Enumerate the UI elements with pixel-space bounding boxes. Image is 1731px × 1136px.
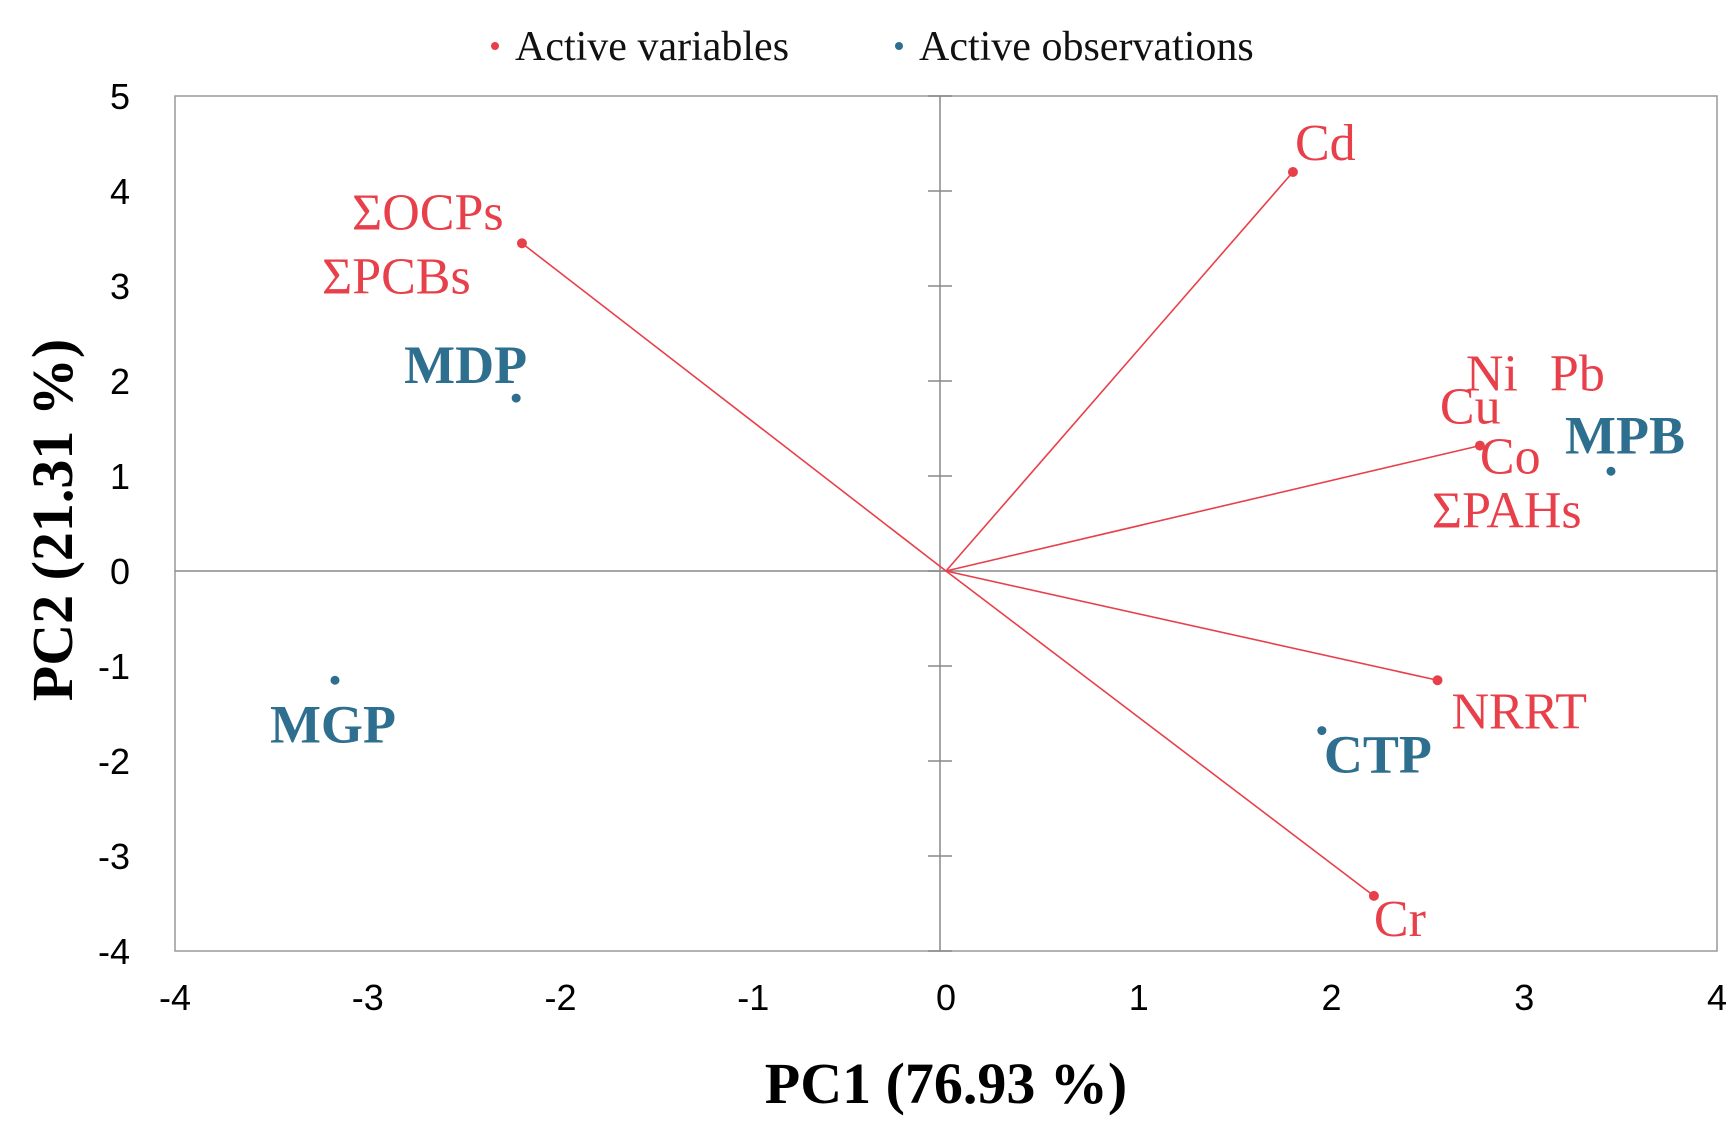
variable-label: Cr xyxy=(1374,891,1426,948)
observation-point xyxy=(1317,726,1327,736)
variable-points xyxy=(516,167,1485,901)
variable-vector xyxy=(945,444,1481,572)
variable-label: Cd xyxy=(1295,115,1356,172)
y-tick-label: -3 xyxy=(98,836,130,877)
observation-point xyxy=(330,675,340,685)
observation-label: MDP xyxy=(404,335,527,395)
x-tick-label: -1 xyxy=(737,977,769,1018)
variable-vector xyxy=(945,570,1438,682)
y-axis-title: PC2 (21.31 %) xyxy=(20,339,85,701)
x-tick-label: -2 xyxy=(544,977,576,1018)
y-tick-label: 4 xyxy=(110,171,130,212)
legend-variables-label: Active variables xyxy=(515,24,789,70)
variable-vector xyxy=(945,171,1294,572)
y-tick-label: 2 xyxy=(110,361,130,402)
variable-label: Pb xyxy=(1550,346,1605,403)
x-tick-labels: -4 -3 -2 -1 0 1 2 3 4 xyxy=(159,977,1727,1018)
x-tick-label: 2 xyxy=(1321,977,1341,1018)
observation-labels: MDP MPB MGP CTP xyxy=(270,335,1685,784)
y-tick-label: -4 xyxy=(98,931,130,972)
legend: Active variables Active observations xyxy=(491,24,1254,70)
observation-points xyxy=(330,393,1616,736)
x-axis-title: PC1 (76.93 %) xyxy=(765,1051,1127,1116)
legend-observations-marker xyxy=(895,42,903,50)
y-tick-label: 1 xyxy=(110,456,130,497)
x-tick-label: 4 xyxy=(1707,977,1727,1018)
legend-observations-label: Active observations xyxy=(919,24,1254,70)
observation-point xyxy=(511,393,521,403)
variable-point xyxy=(1368,890,1379,901)
variable-vector xyxy=(521,242,947,572)
y-tick-label: 0 xyxy=(110,551,130,592)
x-tick-label: 3 xyxy=(1514,977,1534,1018)
variable-label: Co xyxy=(1480,429,1541,486)
variable-point xyxy=(1287,167,1298,177)
variable-point xyxy=(516,238,527,249)
variable-label: Ni xyxy=(1466,346,1518,403)
variable-label: NRRT xyxy=(1452,683,1588,740)
observation-label: MGP xyxy=(270,694,396,754)
x-tick-label: -4 xyxy=(159,977,191,1018)
observation-point xyxy=(1606,466,1616,476)
variable-label: ΣPCBs xyxy=(322,248,471,305)
observation-label: CTP xyxy=(1324,725,1432,785)
variable-label: ΣOCPs xyxy=(352,184,504,241)
y-tick-labels: -4 -3 -2 -1 0 1 2 3 4 5 xyxy=(98,76,130,972)
y-zero-axis-ticks xyxy=(928,95,952,952)
y-tick-label: -2 xyxy=(98,741,130,782)
variable-label: ΣPAHs xyxy=(1432,483,1582,540)
variable-point xyxy=(1474,440,1485,451)
y-tick-label: 5 xyxy=(110,76,130,117)
x-tick-label: -3 xyxy=(352,977,384,1018)
x-tick-label: 0 xyxy=(936,977,956,1018)
variable-vectors xyxy=(521,171,1481,897)
y-tick-label: 3 xyxy=(110,266,130,307)
variable-label: Cu xyxy=(1440,379,1501,436)
variable-vector xyxy=(945,570,1375,897)
x-tick-label: 1 xyxy=(1129,977,1149,1018)
y-tick-label: -1 xyxy=(98,646,130,687)
variable-point xyxy=(1432,675,1443,686)
observation-label: MPB xyxy=(1565,405,1685,465)
legend-variables-marker xyxy=(491,42,499,50)
